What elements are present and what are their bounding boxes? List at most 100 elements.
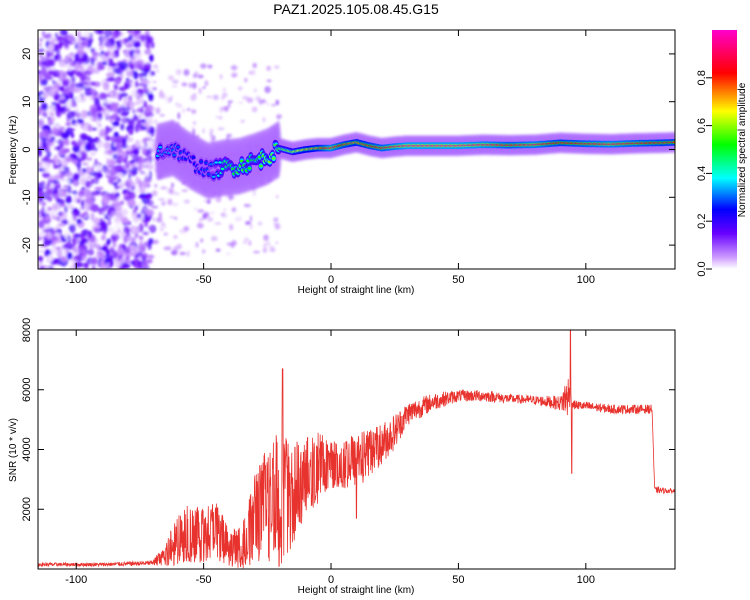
noise-speckle bbox=[130, 50, 134, 56]
noise-speckle bbox=[136, 213, 142, 219]
noise-speckle bbox=[68, 224, 76, 233]
noise-speckle bbox=[94, 171, 102, 180]
noise-speckle bbox=[133, 42, 142, 48]
noise-speckle bbox=[152, 80, 157, 84]
noise-speckle bbox=[42, 141, 47, 148]
noise-speckle bbox=[112, 230, 120, 236]
noise-speckle bbox=[45, 53, 52, 59]
noise-speckle bbox=[76, 237, 80, 244]
noise-speckle bbox=[87, 64, 93, 74]
noise-speckle bbox=[183, 199, 191, 204]
noise-speckle bbox=[114, 93, 120, 100]
noise-speckle bbox=[41, 115, 46, 123]
noise-speckle bbox=[245, 221, 251, 225]
x-tick-label: -50 bbox=[196, 574, 212, 586]
noise-speckle bbox=[60, 133, 68, 138]
noise-speckle bbox=[90, 57, 95, 66]
noise-speckle bbox=[182, 107, 185, 114]
noise-speckle bbox=[150, 71, 156, 76]
noise-speckle bbox=[262, 117, 266, 122]
snr-x-label: Height of straight line (km) bbox=[298, 585, 415, 596]
noise-speckle bbox=[90, 235, 96, 243]
noise-speckle bbox=[225, 252, 232, 255]
noise-speckle bbox=[206, 216, 214, 222]
noise-speckle bbox=[57, 188, 65, 193]
noise-speckle bbox=[47, 116, 51, 120]
noise-speckle bbox=[59, 171, 63, 180]
y-tick-label: -10 bbox=[21, 189, 33, 205]
noise-speckle bbox=[142, 231, 149, 236]
noise-speckle bbox=[91, 50, 98, 57]
noise-speckle bbox=[138, 242, 143, 249]
noise-speckle bbox=[76, 118, 84, 124]
noise-speckle bbox=[80, 37, 87, 41]
noise-speckle bbox=[224, 105, 229, 112]
noise-speckle bbox=[117, 178, 122, 184]
noise-speckle bbox=[192, 92, 197, 97]
noise-speckle bbox=[134, 80, 139, 88]
noise-speckle bbox=[73, 142, 82, 149]
noise-speckle bbox=[46, 151, 52, 158]
noise-speckle bbox=[71, 190, 78, 195]
noise-speckle bbox=[273, 222, 280, 226]
noise-speckle bbox=[57, 163, 63, 168]
noise-speckle bbox=[266, 240, 271, 247]
noise-speckle bbox=[100, 128, 107, 134]
noise-speckle bbox=[59, 71, 64, 77]
noise-speckle bbox=[96, 64, 105, 71]
noise-speckle bbox=[152, 190, 158, 197]
noise-speckle bbox=[89, 152, 97, 156]
noise-speckle bbox=[119, 257, 127, 264]
noise-speckle bbox=[61, 88, 67, 94]
noise-speckle bbox=[77, 243, 85, 249]
noise-speckle bbox=[81, 122, 90, 126]
noise-speckle bbox=[252, 69, 256, 76]
noise-speckle bbox=[58, 61, 67, 67]
noise-speckle bbox=[144, 194, 153, 200]
noise-speckle bbox=[126, 259, 132, 264]
noise-speckle bbox=[83, 211, 89, 217]
noise-speckle bbox=[144, 49, 152, 55]
noise-speckle bbox=[142, 122, 150, 127]
noise-speckle bbox=[69, 82, 77, 89]
noise-speckle bbox=[38, 231, 46, 238]
noise-speckle bbox=[131, 87, 138, 94]
noise-speckle bbox=[194, 207, 197, 211]
noise-speckle bbox=[118, 182, 122, 186]
noise-speckle bbox=[76, 218, 82, 225]
noise-speckle bbox=[87, 249, 95, 256]
noise-speckle bbox=[66, 84, 70, 92]
noise-speckle bbox=[78, 194, 84, 199]
spectrogram-x-label: Height of straight line (km) bbox=[298, 285, 415, 296]
noise-speckle bbox=[227, 100, 233, 103]
noise-speckle bbox=[212, 94, 219, 101]
noise-speckle bbox=[192, 126, 195, 130]
noise-speckle bbox=[214, 222, 222, 225]
noise-speckle bbox=[133, 114, 138, 118]
noise-speckle bbox=[155, 69, 160, 73]
noise-speckle bbox=[206, 95, 213, 99]
noise-speckle bbox=[62, 219, 67, 225]
noise-speckle bbox=[126, 180, 136, 190]
noise-speckle bbox=[53, 139, 57, 144]
snr-panel: -100 -50 0 50 100 2000 4000 6000 8000 Height of … bbox=[8, 318, 676, 596]
noise-speckle bbox=[142, 258, 149, 268]
noise-speckle bbox=[275, 241, 279, 245]
noise-speckle bbox=[177, 112, 180, 120]
noise-speckle bbox=[118, 265, 126, 269]
noise-speckle bbox=[108, 260, 114, 268]
noise-speckle bbox=[131, 166, 138, 174]
noise-speckle bbox=[43, 236, 48, 240]
noise-speckle bbox=[111, 136, 118, 141]
noise-speckle bbox=[143, 100, 147, 108]
noise-speckle bbox=[133, 70, 139, 80]
noise-speckle bbox=[158, 211, 162, 219]
noise-speckle bbox=[101, 234, 106, 241]
noise-speckle bbox=[80, 199, 85, 208]
noise-speckle bbox=[197, 74, 204, 79]
noise-speckle bbox=[219, 106, 224, 114]
noise-speckle bbox=[124, 48, 131, 58]
noise-speckle bbox=[210, 132, 213, 138]
